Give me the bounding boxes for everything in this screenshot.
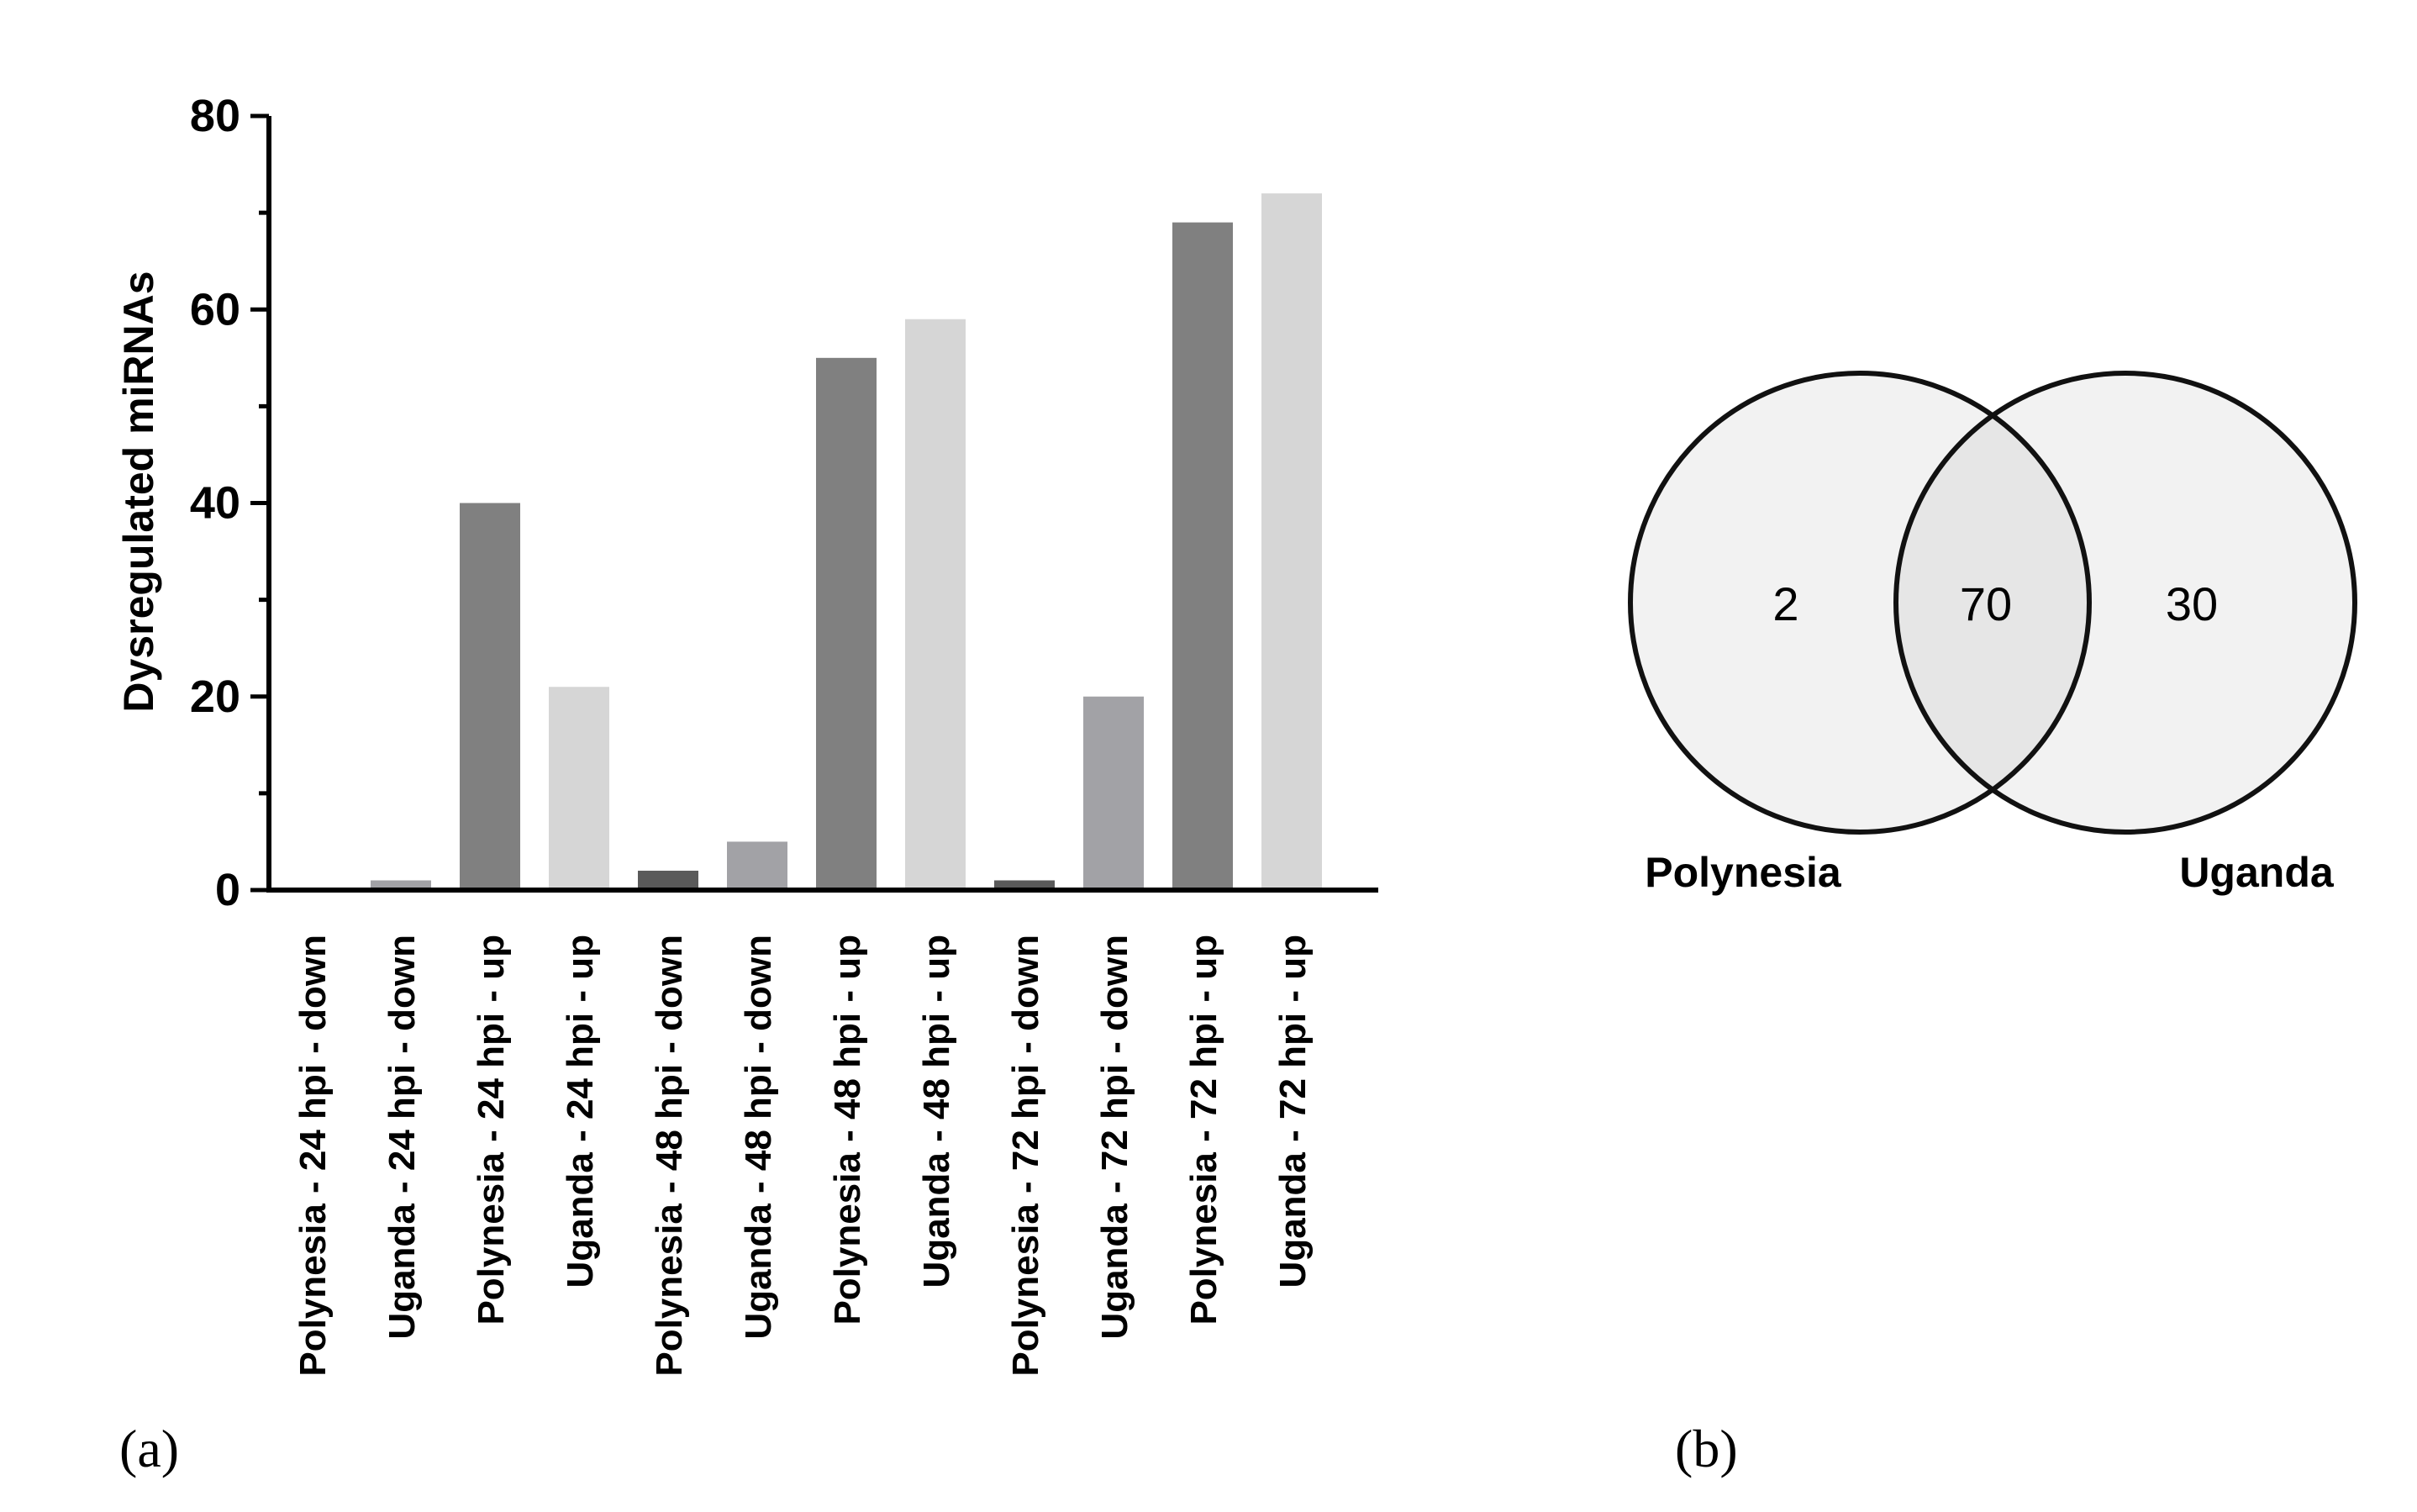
bars [371,193,1322,891]
x-tick-label-10: Uganda - 72 hpi - down [1094,935,1135,1340]
venn-outline-uganda [1893,371,2357,835]
x-tick-label-12: Uganda - 72 hpi - up [1272,935,1314,1288]
x-tick-label-2: Uganda - 24 hpi - down [382,935,423,1340]
venn-diagram: 2 70 30 Polynesia Uganda [1628,371,2357,896]
venn-label-uganda: Uganda [2179,849,2335,896]
bar-2 [371,880,431,890]
bar-12 [1261,193,1322,891]
bar-9 [994,880,1055,890]
x-tick-label-7: Polynesia - 48 hpi - up [827,935,868,1325]
bar-4 [549,687,609,890]
bar-5 [638,870,698,890]
y-axis-label: Dysregulated miRNAs [115,271,162,712]
panel-label-a: (a) [119,1419,179,1478]
bar-6 [727,841,787,890]
venn-outline-polynesia [1628,371,2092,835]
venn-count-polynesia-only: 2 [1772,577,1798,630]
bar-11 [1172,222,1233,890]
venn-overlap-region [1896,373,2089,832]
bar-chart: Polynesia - 24 hpi - down Uganda - 24 hpi… [115,91,1378,1377]
x-tick-label-5: Polynesia - 48 hpi - down [649,935,690,1377]
x-tick-label-4: Uganda - 24 hpi - up [560,935,601,1288]
x-tick-label-6: Uganda - 48 hpi - down [738,935,779,1340]
venn-count-overlap: 70 [1960,577,2012,630]
y-axis: 0 20 40 60 80 [190,91,271,915]
y-tick-label-0: 0 [215,865,240,915]
x-tick-label-3: Polynesia - 24 hpi - up [471,935,512,1325]
x-tick-label-1: Polynesia - 24 hpi - down [292,935,334,1377]
x-tick-labels: Polynesia - 24 hpi - down Uganda - 24 hpi… [292,935,1314,1377]
x-tick-label-11: Polynesia - 72 hpi - up [1183,935,1224,1325]
bar-3 [460,503,520,890]
bar-8 [905,319,966,890]
x-tick-label-9: Polynesia - 72 hpi - down [1005,935,1046,1377]
y-tick-label-20: 20 [190,672,240,722]
x-tick-label-8: Uganda - 48 hpi - up [916,935,957,1288]
bar-10 [1083,696,1144,890]
bar-7 [816,357,877,890]
y-tick-label-60: 60 [190,284,240,335]
panel-label-b: (b) [1675,1419,1738,1478]
y-tick-label-40: 40 [190,478,240,529]
y-tick-label-80: 80 [190,91,240,141]
venn-count-uganda-only: 30 [2166,577,2218,630]
venn-label-polynesia: Polynesia [1645,849,1842,896]
